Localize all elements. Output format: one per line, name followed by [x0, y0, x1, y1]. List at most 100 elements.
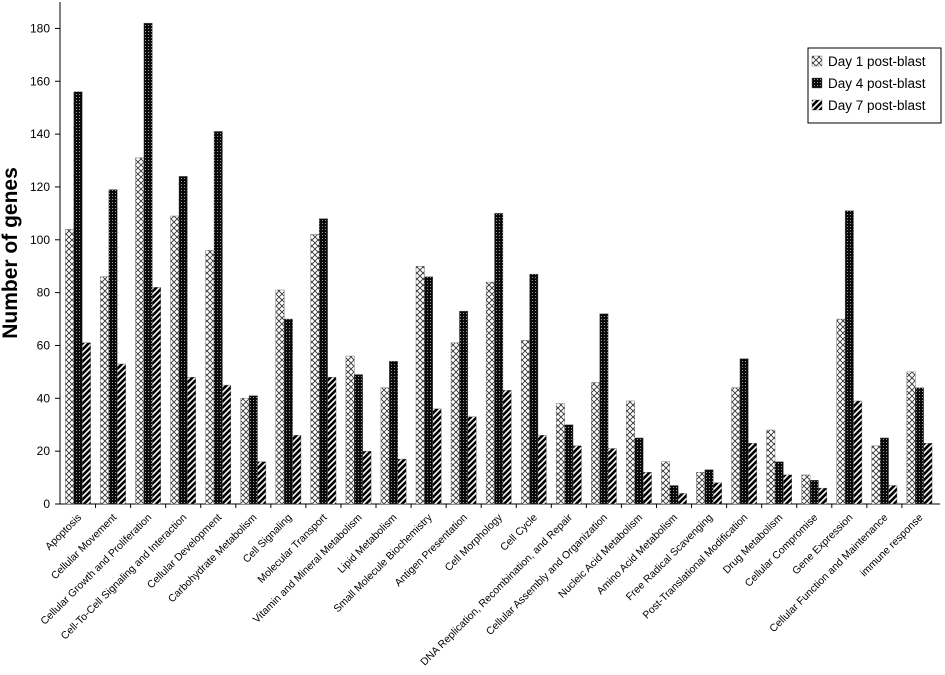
bar-2 — [459, 310, 469, 505]
bar-3 — [642, 472, 652, 505]
bar-1 — [661, 461, 671, 505]
legend-label-3: Day 7 post-blast — [828, 98, 926, 113]
bar-2 — [704, 469, 714, 505]
y-tick-label: 0 — [43, 497, 50, 511]
bar-2 — [73, 91, 83, 505]
bar-1 — [275, 289, 285, 505]
bar-2 — [809, 480, 819, 505]
bar-2 — [599, 313, 609, 505]
bar-1 — [100, 276, 110, 505]
bar-2 — [213, 131, 223, 505]
y-tick-label: 60 — [37, 338, 51, 352]
bar-3 — [397, 458, 407, 505]
bar-3 — [257, 461, 267, 505]
y-tick-label: 120 — [30, 180, 50, 194]
bar-3 — [152, 287, 161, 505]
bar-1 — [871, 445, 881, 505]
y-tick-label: 160 — [30, 74, 50, 88]
bar-1 — [380, 387, 390, 505]
legend-label-2: Day 4 post-blast — [828, 76, 926, 91]
y-tick-label: 140 — [30, 127, 50, 141]
bar-3 — [572, 445, 582, 505]
bar-2 — [774, 461, 784, 505]
bar-3 — [748, 443, 757, 505]
bar-3 — [853, 400, 863, 505]
bar-3 — [713, 482, 722, 505]
bar-3 — [923, 443, 933, 505]
bar-2 — [564, 424, 574, 505]
legend-label-1: Day 1 post-blast — [828, 54, 926, 69]
x-category-label: immune response — [858, 512, 926, 580]
bar-2 — [844, 210, 854, 505]
bar-2 — [248, 395, 258, 505]
bar-2 — [879, 437, 889, 505]
bar-3 — [222, 384, 232, 505]
bar-2 — [108, 189, 118, 505]
x-category-label: Lipid Metabolism — [335, 511, 399, 575]
legend-swatch-2 — [811, 77, 823, 89]
bar-2 — [669, 485, 679, 505]
bar-3 — [502, 390, 512, 505]
legend-swatch-1 — [811, 55, 823, 67]
bar-3 — [888, 485, 898, 505]
bar-2 — [283, 318, 293, 505]
bar-1 — [836, 318, 846, 505]
bar-2 — [424, 276, 433, 505]
bar-3 — [467, 416, 477, 505]
bar-1 — [310, 234, 320, 505]
bar-1 — [240, 398, 250, 505]
bar-1 — [135, 157, 145, 505]
bar-1 — [696, 472, 706, 505]
bar-1 — [591, 382, 600, 505]
bar-1 — [450, 342, 460, 505]
bar-1 — [801, 474, 811, 505]
y-tick-label: 20 — [37, 444, 51, 458]
bar-3 — [432, 408, 442, 505]
legend-swatch-3 — [811, 99, 823, 111]
x-category-label: Gene Expression — [790, 512, 856, 578]
bar-3 — [678, 493, 687, 505]
bar-3 — [362, 450, 372, 505]
bar-3 — [117, 363, 126, 505]
bar-1 — [556, 403, 565, 505]
bar-2 — [494, 213, 504, 505]
bar-2 — [915, 387, 924, 505]
y-tick-label: 180 — [30, 21, 50, 35]
bar-1 — [731, 387, 741, 505]
bar-1 — [766, 429, 776, 505]
bar-3 — [607, 448, 617, 505]
y-tick-label: 100 — [30, 233, 50, 247]
bar-3 — [292, 435, 302, 505]
bar-1 — [65, 229, 75, 505]
bar-2 — [319, 218, 328, 505]
bar-2 — [529, 273, 539, 505]
bar-1 — [626, 400, 635, 505]
bar-1 — [415, 266, 425, 505]
bar-2 — [739, 358, 749, 505]
x-category-label: Drug Metabolism — [721, 511, 786, 576]
bar-1 — [485, 281, 495, 505]
y-axis-title: Number of genes — [0, 167, 22, 339]
y-tick-label: 80 — [37, 286, 51, 300]
bar-2 — [389, 361, 398, 505]
bar-3 — [81, 342, 91, 505]
bar-2 — [178, 176, 188, 505]
bar-3 — [187, 376, 196, 505]
bar-1 — [906, 371, 916, 505]
x-category-label: Cell-To-Cell Signaling and Interaction — [59, 512, 190, 643]
bar-1 — [520, 339, 530, 505]
x-category-label: Cellular Movement — [49, 512, 119, 582]
bar-3 — [327, 376, 337, 505]
bar-3 — [783, 474, 793, 505]
legend-box — [807, 47, 942, 124]
bar-3 — [818, 487, 828, 505]
bar-2 — [634, 437, 644, 505]
bar-2 — [354, 374, 363, 505]
bar-1 — [345, 355, 355, 505]
bar-2 — [143, 22, 153, 505]
bar-1 — [205, 250, 215, 505]
y-tick-label: 40 — [37, 391, 51, 405]
bar-1 — [170, 215, 180, 505]
